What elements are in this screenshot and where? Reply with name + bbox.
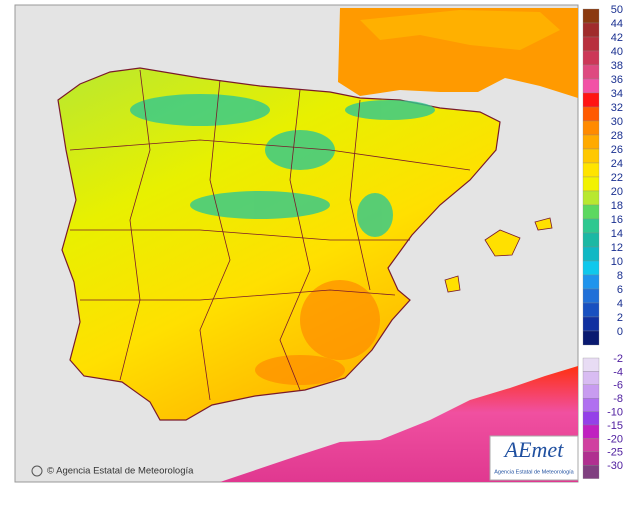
legend-label: 42 <box>611 32 623 44</box>
legend-swatch <box>582 190 600 206</box>
legend-swatch <box>582 260 600 276</box>
mountain-cool-areas <box>130 94 435 237</box>
legend-swatch <box>582 204 600 220</box>
legend-label: 34 <box>611 88 623 100</box>
legend-swatch <box>582 134 600 150</box>
legend-swatch <box>582 148 600 164</box>
legend-swatch <box>582 120 600 136</box>
legend-label: 24 <box>611 158 623 170</box>
legend-swatch <box>582 106 600 122</box>
legend-label: 8 <box>617 270 623 282</box>
legend-swatch <box>582 451 600 466</box>
legend-swatch <box>582 384 600 399</box>
legend-label: 26 <box>611 144 623 156</box>
legend-label: 18 <box>611 200 623 212</box>
iberian-peninsula <box>57 67 501 421</box>
legend-label: -10 <box>607 407 623 419</box>
legend-label: 10 <box>611 256 623 268</box>
legend-label: 32 <box>611 102 623 114</box>
legend-swatch <box>582 302 600 318</box>
legend-swatch <box>582 218 600 234</box>
legend-label: 6 <box>617 284 623 296</box>
legend-label: -2 <box>613 353 623 365</box>
legend-swatch <box>582 357 600 372</box>
legend-label: 36 <box>611 74 623 86</box>
legend-swatch <box>582 176 600 192</box>
france-relief <box>360 10 560 50</box>
legend-swatch <box>582 162 600 178</box>
legend-swatch <box>582 274 600 290</box>
legend-label: -25 <box>607 447 623 459</box>
legend-label: 20 <box>611 186 623 198</box>
legend-label: -30 <box>607 460 623 472</box>
legend-swatch <box>582 424 600 439</box>
legend-swatch <box>582 411 600 426</box>
credit: © Agencia Estatal de Meteorología <box>47 466 194 477</box>
legend-label: 16 <box>611 214 623 226</box>
copyright-icon <box>31 465 43 477</box>
legend-swatch <box>582 246 600 262</box>
legend-swatch <box>582 64 600 80</box>
legend-label: -6 <box>613 380 623 392</box>
legend-swatch <box>582 36 600 52</box>
legend-swatch <box>582 465 600 479</box>
africa <box>220 366 578 482</box>
legend-swatch <box>582 371 600 385</box>
legend-swatch <box>582 50 600 66</box>
province-borders <box>69 69 471 401</box>
warm-areas <box>255 280 380 385</box>
legend-label: 4 <box>617 298 623 310</box>
legend-label: 44 <box>611 18 623 30</box>
legend-label: 12 <box>611 242 623 254</box>
legend-label: 38 <box>611 60 623 72</box>
legend-label: 22 <box>611 172 623 184</box>
legend-swatch <box>582 78 600 94</box>
legend-swatch <box>582 22 600 38</box>
legend-label: 50 <box>611 4 623 16</box>
legend-label: 14 <box>611 228 623 240</box>
legend-swatch <box>582 330 600 346</box>
legend-swatch <box>582 316 600 332</box>
legend-label: -8 <box>613 393 623 405</box>
legend-swatch <box>582 438 600 452</box>
legend-label: -20 <box>607 433 623 445</box>
logo-subtitle: Agencia Estatal de Meteorología <box>494 469 574 475</box>
legend-swatch <box>582 92 600 108</box>
balearic-islands <box>444 217 553 293</box>
legend-label: 30 <box>611 116 623 128</box>
legend-label: -4 <box>613 366 623 378</box>
legend-swatch <box>582 398 600 412</box>
legend: 5044424038363432302826242220181614121086… <box>582 4 623 479</box>
logo-box <box>489 435 579 481</box>
legend-swatch <box>582 8 600 24</box>
legend-label: 0 <box>617 326 623 338</box>
logo-name: AEmet <box>503 437 565 462</box>
legend-label: 40 <box>611 46 623 58</box>
legend-label: 28 <box>611 130 623 142</box>
legend-swatch <box>582 288 600 304</box>
legend-label: -15 <box>607 420 623 432</box>
legend-label: 2 <box>617 312 623 324</box>
legend-swatch <box>582 232 600 248</box>
